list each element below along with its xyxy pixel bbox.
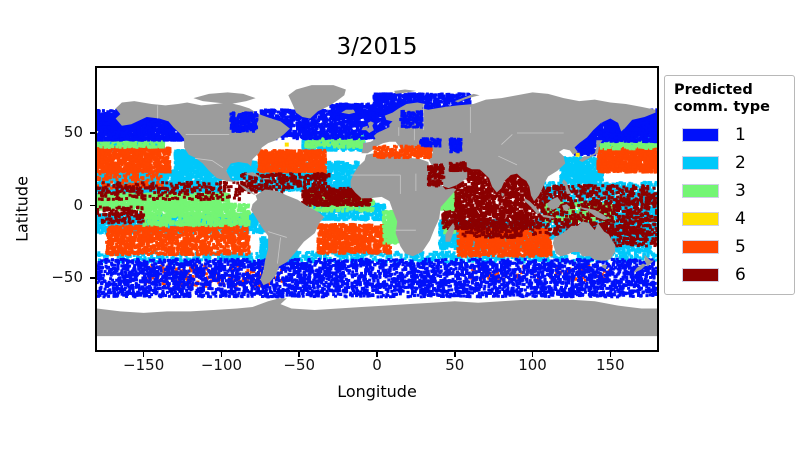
legend-entry: 2 xyxy=(682,149,785,177)
x-tick-label: −50 xyxy=(283,356,316,374)
legend-swatch xyxy=(682,267,719,282)
legend: Predicted comm. type 1 2 3 4 5 6 xyxy=(664,75,795,295)
x-tick-label: −150 xyxy=(123,356,165,374)
x-tick-mark xyxy=(454,352,456,357)
legend-swatch xyxy=(682,211,719,226)
y-tick-mark xyxy=(90,204,95,207)
legend-swatch xyxy=(682,239,719,254)
legend-title: Predicted comm. type xyxy=(674,82,785,117)
plot-title: 3/2015 xyxy=(336,34,418,60)
x-tick-label: −100 xyxy=(200,356,243,374)
legend-title-line-1: Predicted xyxy=(674,82,753,98)
y-tick-label: −50 xyxy=(51,268,83,287)
legend-entry: 6 xyxy=(682,261,785,289)
y-tick-label: 50 xyxy=(63,122,83,141)
legend-swatch xyxy=(682,183,719,198)
x-tick-label: 100 xyxy=(518,356,547,374)
legend-entry-label: 4 xyxy=(735,208,746,229)
legend-entries: 1 2 3 4 5 6 xyxy=(674,121,785,289)
y-tick-label: 0 xyxy=(73,195,83,214)
x-tick-mark xyxy=(531,352,534,357)
x-tick-mark xyxy=(376,352,378,357)
legend-entry-label: 3 xyxy=(735,180,746,201)
legend-swatch xyxy=(682,155,719,170)
legend-entry-label: 2 xyxy=(735,152,746,173)
x-tick-mark xyxy=(220,352,223,357)
world-map-scatter-canvas xyxy=(97,68,657,350)
x-tick-mark xyxy=(298,352,300,357)
legend-entry: 3 xyxy=(682,177,785,205)
y-tick-mark xyxy=(90,132,95,134)
x-axis-label: Longitude xyxy=(337,382,417,401)
legend-title-line-2: comm. type xyxy=(674,99,770,116)
legend-entry: 4 xyxy=(682,205,785,233)
legend-entry-label: 1 xyxy=(735,124,746,145)
x-tick-mark xyxy=(142,352,145,357)
y-axis-label: Latitude xyxy=(12,176,32,242)
x-tick-label: 0 xyxy=(372,356,382,374)
legend-entry-label: 6 xyxy=(735,264,746,285)
x-tick-label: 150 xyxy=(596,356,625,374)
x-tick-mark xyxy=(609,352,612,357)
legend-swatch xyxy=(682,127,719,142)
legend-entry-label: 5 xyxy=(735,236,746,257)
x-tick-label: 50 xyxy=(445,356,465,374)
y-tick-mark xyxy=(90,277,95,279)
legend-entry: 5 xyxy=(682,233,785,261)
legend-entry: 1 xyxy=(682,121,785,149)
plot-area xyxy=(95,66,659,352)
